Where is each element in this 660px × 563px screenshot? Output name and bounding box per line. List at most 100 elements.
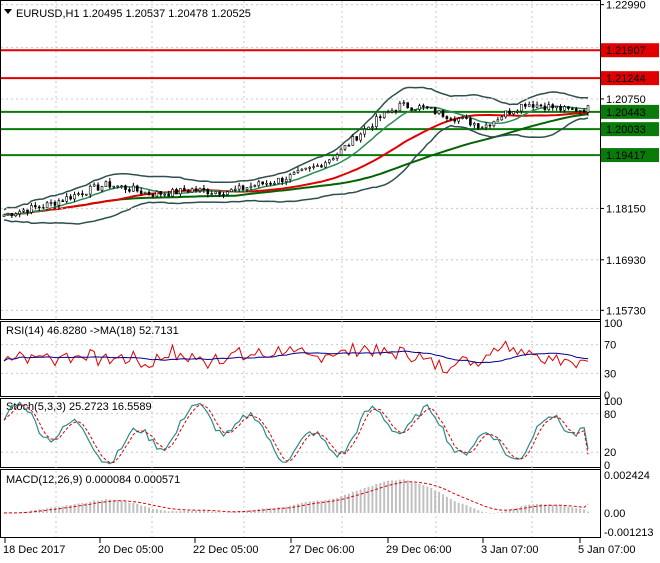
macd-panel[interactable]: MACD(12,26,9) 0.000084 0.000571 0.002424… xyxy=(3,470,654,539)
candle-body[interactable] xyxy=(453,119,457,122)
candle-body[interactable] xyxy=(69,196,72,200)
candle-body[interactable] xyxy=(128,189,131,192)
candle-body[interactable] xyxy=(182,188,186,192)
candle-body[interactable] xyxy=(77,193,80,195)
candle-body[interactable] xyxy=(402,102,406,104)
candle-body[interactable] xyxy=(339,148,343,156)
candle-body[interactable] xyxy=(473,123,476,126)
candle-body[interactable] xyxy=(375,116,378,127)
candle-body[interactable] xyxy=(116,185,119,188)
candle-body[interactable] xyxy=(206,189,210,195)
candle-body[interactable] xyxy=(516,110,519,113)
candle-body[interactable] xyxy=(465,117,468,119)
candle-body[interactable] xyxy=(108,181,112,188)
candle-body[interactable] xyxy=(551,104,555,109)
candle-body[interactable] xyxy=(429,107,433,109)
candle-body[interactable] xyxy=(104,181,108,187)
candle-body[interactable] xyxy=(445,116,449,119)
candle-body[interactable] xyxy=(175,189,178,195)
candle-body[interactable] xyxy=(143,191,147,194)
candle-body[interactable] xyxy=(523,103,527,107)
candle-body[interactable] xyxy=(147,191,151,196)
candle-body[interactable] xyxy=(492,120,496,127)
candle-body[interactable] xyxy=(296,170,300,173)
candle-body[interactable] xyxy=(437,109,441,114)
candle-body[interactable] xyxy=(543,105,547,110)
candle-body[interactable] xyxy=(586,105,590,113)
candle-body[interactable] xyxy=(6,213,10,216)
candle-body[interactable] xyxy=(151,194,155,197)
candle-body[interactable] xyxy=(433,107,437,114)
candle-body[interactable] xyxy=(378,116,382,119)
candle-body[interactable] xyxy=(2,214,6,217)
candle-body[interactable] xyxy=(210,193,214,195)
candle-body[interactable] xyxy=(367,126,370,130)
candle-body[interactable] xyxy=(49,202,53,204)
candle-body[interactable] xyxy=(531,104,535,108)
candle-body[interactable] xyxy=(441,109,445,117)
candle-body[interactable] xyxy=(257,181,261,186)
candle-body[interactable] xyxy=(45,202,49,208)
candlesticks[interactable] xyxy=(2,100,590,219)
candle-body[interactable] xyxy=(504,110,507,118)
candle-body[interactable] xyxy=(500,116,504,121)
candle-body[interactable] xyxy=(535,104,539,108)
candle-body[interactable] xyxy=(214,191,217,194)
candle-body[interactable] xyxy=(347,144,351,147)
candle-body[interactable] xyxy=(488,124,492,127)
candle-body[interactable] xyxy=(359,133,362,141)
candle-body[interactable] xyxy=(312,166,315,168)
candle-body[interactable] xyxy=(230,189,233,192)
candle-body[interactable] xyxy=(571,108,574,110)
candle-body[interactable] xyxy=(186,190,190,193)
candle-body[interactable] xyxy=(563,106,566,111)
candle-body[interactable] xyxy=(190,188,194,193)
candle-body[interactable] xyxy=(100,186,104,191)
rsi-panel[interactable]: RSI(14) 46.8280 ->MA(18) 52.7131 100 70 30… xyxy=(1,318,622,402)
candle-body[interactable] xyxy=(469,118,472,126)
candle-body[interactable] xyxy=(351,136,355,146)
candle-body[interactable] xyxy=(226,191,229,195)
candle-body[interactable] xyxy=(65,196,69,202)
candle-body[interactable] xyxy=(163,193,166,196)
candle-body[interactable] xyxy=(406,102,410,109)
candle-body[interactable] xyxy=(81,193,84,195)
candle-body[interactable] xyxy=(171,189,174,197)
candle-body[interactable] xyxy=(343,144,347,150)
candle-body[interactable] xyxy=(418,105,421,110)
candle-body[interactable] xyxy=(284,179,288,182)
candle-body[interactable] xyxy=(269,182,272,185)
candle-body[interactable] xyxy=(202,188,206,190)
candle-body[interactable] xyxy=(457,118,460,122)
candle-body[interactable] xyxy=(539,104,543,107)
candle-body[interactable] xyxy=(179,188,182,195)
candle-body[interactable] xyxy=(88,185,92,195)
candle-body[interactable] xyxy=(559,106,562,111)
candle-body[interactable] xyxy=(331,158,335,161)
candle-body[interactable] xyxy=(578,110,582,112)
candle-body[interactable] xyxy=(10,213,14,217)
candle-body[interactable] xyxy=(53,202,57,206)
candle-body[interactable] xyxy=(461,117,464,119)
candle-body[interactable] xyxy=(73,194,76,200)
candle-body[interactable] xyxy=(167,193,170,197)
candle-body[interactable] xyxy=(398,102,402,112)
candle-body[interactable] xyxy=(316,165,319,167)
candle-body[interactable] xyxy=(96,184,100,191)
candle-body[interactable] xyxy=(527,104,531,107)
candle-body[interactable] xyxy=(120,185,123,188)
candle-body[interactable] xyxy=(292,172,296,175)
candle-body[interactable] xyxy=(14,213,18,217)
candle-body[interactable] xyxy=(449,118,453,120)
candle-body[interactable] xyxy=(92,184,96,187)
candle-body[interactable] xyxy=(159,191,163,195)
candle-body[interactable] xyxy=(288,174,292,180)
candle-body[interactable] xyxy=(18,211,21,215)
candle-body[interactable] xyxy=(34,205,37,208)
candle-body[interactable] xyxy=(582,110,586,113)
candle-body[interactable] xyxy=(484,124,488,128)
candle-body[interactable] xyxy=(300,168,304,171)
